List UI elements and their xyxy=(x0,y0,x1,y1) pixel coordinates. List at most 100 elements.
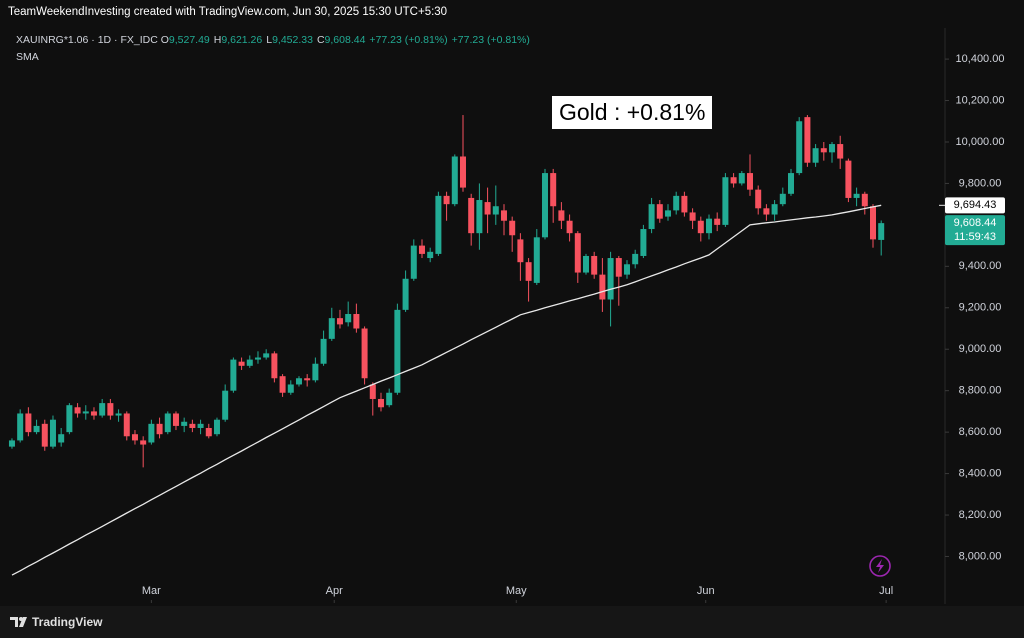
logo xyxy=(10,617,27,627)
candle-body xyxy=(254,357,261,360)
candle-body xyxy=(484,202,491,215)
candle-body xyxy=(386,392,393,406)
alert-icon xyxy=(869,555,891,577)
y-tick-label: 8,000.00 xyxy=(959,550,1002,562)
candle-body xyxy=(861,193,868,207)
header: TeamWeekendInvesting created with Tradin… xyxy=(8,6,448,18)
candle-body xyxy=(623,264,630,275)
candle-body xyxy=(8,440,15,447)
candle-body xyxy=(222,390,229,420)
candle-body xyxy=(361,328,368,379)
candle-body xyxy=(33,425,40,433)
candle-body xyxy=(697,220,704,234)
legend-key: H xyxy=(213,34,222,46)
candle-body xyxy=(238,361,245,366)
candle-body xyxy=(123,413,130,437)
candle-body xyxy=(632,253,639,265)
candle-body xyxy=(599,274,606,300)
price-tag: 9,608.44 xyxy=(954,217,997,229)
candle-body xyxy=(705,218,712,234)
candle-body xyxy=(541,173,548,238)
legend-value: 9,527.49 xyxy=(168,34,210,46)
candle-body xyxy=(41,423,48,447)
candle-body xyxy=(328,318,335,339)
background xyxy=(0,0,1024,606)
candle-body xyxy=(336,318,343,325)
candle-body xyxy=(312,363,319,381)
candle-body xyxy=(58,434,65,443)
candle-body xyxy=(427,251,434,259)
alert-icon-bolt xyxy=(876,559,884,573)
candle-body xyxy=(714,218,721,225)
candle-body xyxy=(345,314,352,323)
candle-body xyxy=(131,434,138,441)
candle-body xyxy=(402,278,409,310)
candle-body xyxy=(468,197,475,234)
candle-body xyxy=(189,423,196,428)
legend: XAUINRG*1.06 · 1D · FX_IDC O9,527.49 H9,6… xyxy=(16,34,534,46)
candle-body xyxy=(476,200,483,234)
candle-body xyxy=(197,423,204,428)
x-tick-label: May xyxy=(506,585,527,597)
x-tick-label: Jun xyxy=(697,585,715,597)
candle-body xyxy=(787,173,794,194)
candle-body xyxy=(246,359,253,366)
candle-body xyxy=(689,212,696,221)
candle-body xyxy=(66,405,73,433)
legend-value: 9,452.33 xyxy=(272,34,313,46)
candle-body xyxy=(582,255,589,273)
candle-body xyxy=(779,193,786,205)
y-tick-label: 8,600.00 xyxy=(959,426,1002,438)
candle-body xyxy=(500,210,507,221)
candle-body xyxy=(82,411,89,414)
candle-body xyxy=(213,419,220,435)
legend-change: +77.23 (+0.81%) xyxy=(451,34,530,46)
candle-body xyxy=(771,204,778,215)
candle-body xyxy=(525,262,532,281)
candle-body xyxy=(263,353,270,358)
candle-body xyxy=(591,255,598,275)
footer: TradingView xyxy=(0,606,1024,638)
candle-body xyxy=(17,413,24,441)
candle-body xyxy=(287,384,294,393)
candle-body xyxy=(574,233,581,273)
candle-body xyxy=(640,229,647,256)
price-tag-box xyxy=(945,215,1005,246)
legend-key: O xyxy=(160,34,169,46)
y-tick-label: 10,400.00 xyxy=(956,53,1005,65)
legend-key: L xyxy=(266,34,273,46)
candle-body xyxy=(205,427,212,437)
footer-brand: TradingView xyxy=(32,615,103,629)
legend-value: 9,621.26 xyxy=(221,34,263,46)
sma-tag: 9,694.43 xyxy=(954,199,997,211)
candle-body xyxy=(279,376,286,393)
legend-value: 9,608.44 xyxy=(324,34,366,46)
candle-body xyxy=(755,189,762,209)
x-tick-label: Mar xyxy=(142,585,161,597)
y-tick-label: 10,000.00 xyxy=(956,136,1005,148)
candle-body xyxy=(164,413,171,433)
x-tick-label: Apr xyxy=(326,585,343,597)
candle-body xyxy=(394,309,401,393)
candle-body xyxy=(181,421,188,426)
candle-body xyxy=(829,144,836,153)
candle-body xyxy=(115,413,122,416)
candle-body xyxy=(353,314,360,329)
candle-body xyxy=(156,423,163,435)
y-tick-label: 8,800.00 xyxy=(959,385,1002,397)
candle-body xyxy=(722,177,729,225)
candle-body xyxy=(377,398,384,408)
candle-body xyxy=(49,419,56,447)
candle-body xyxy=(459,156,466,188)
candle-body xyxy=(107,403,114,416)
candle-body xyxy=(566,220,573,234)
symbol: XAUINRG*1.06 · 1D · FX_IDC xyxy=(16,34,158,46)
legend-key: C xyxy=(316,34,325,46)
legend-change: +77.23 (+0.81%) xyxy=(369,34,448,46)
candle-body xyxy=(812,148,819,163)
candle-body xyxy=(820,148,827,153)
candle-body xyxy=(845,160,852,198)
x-tick-label: Jul xyxy=(879,585,893,597)
candle-body xyxy=(435,195,442,254)
